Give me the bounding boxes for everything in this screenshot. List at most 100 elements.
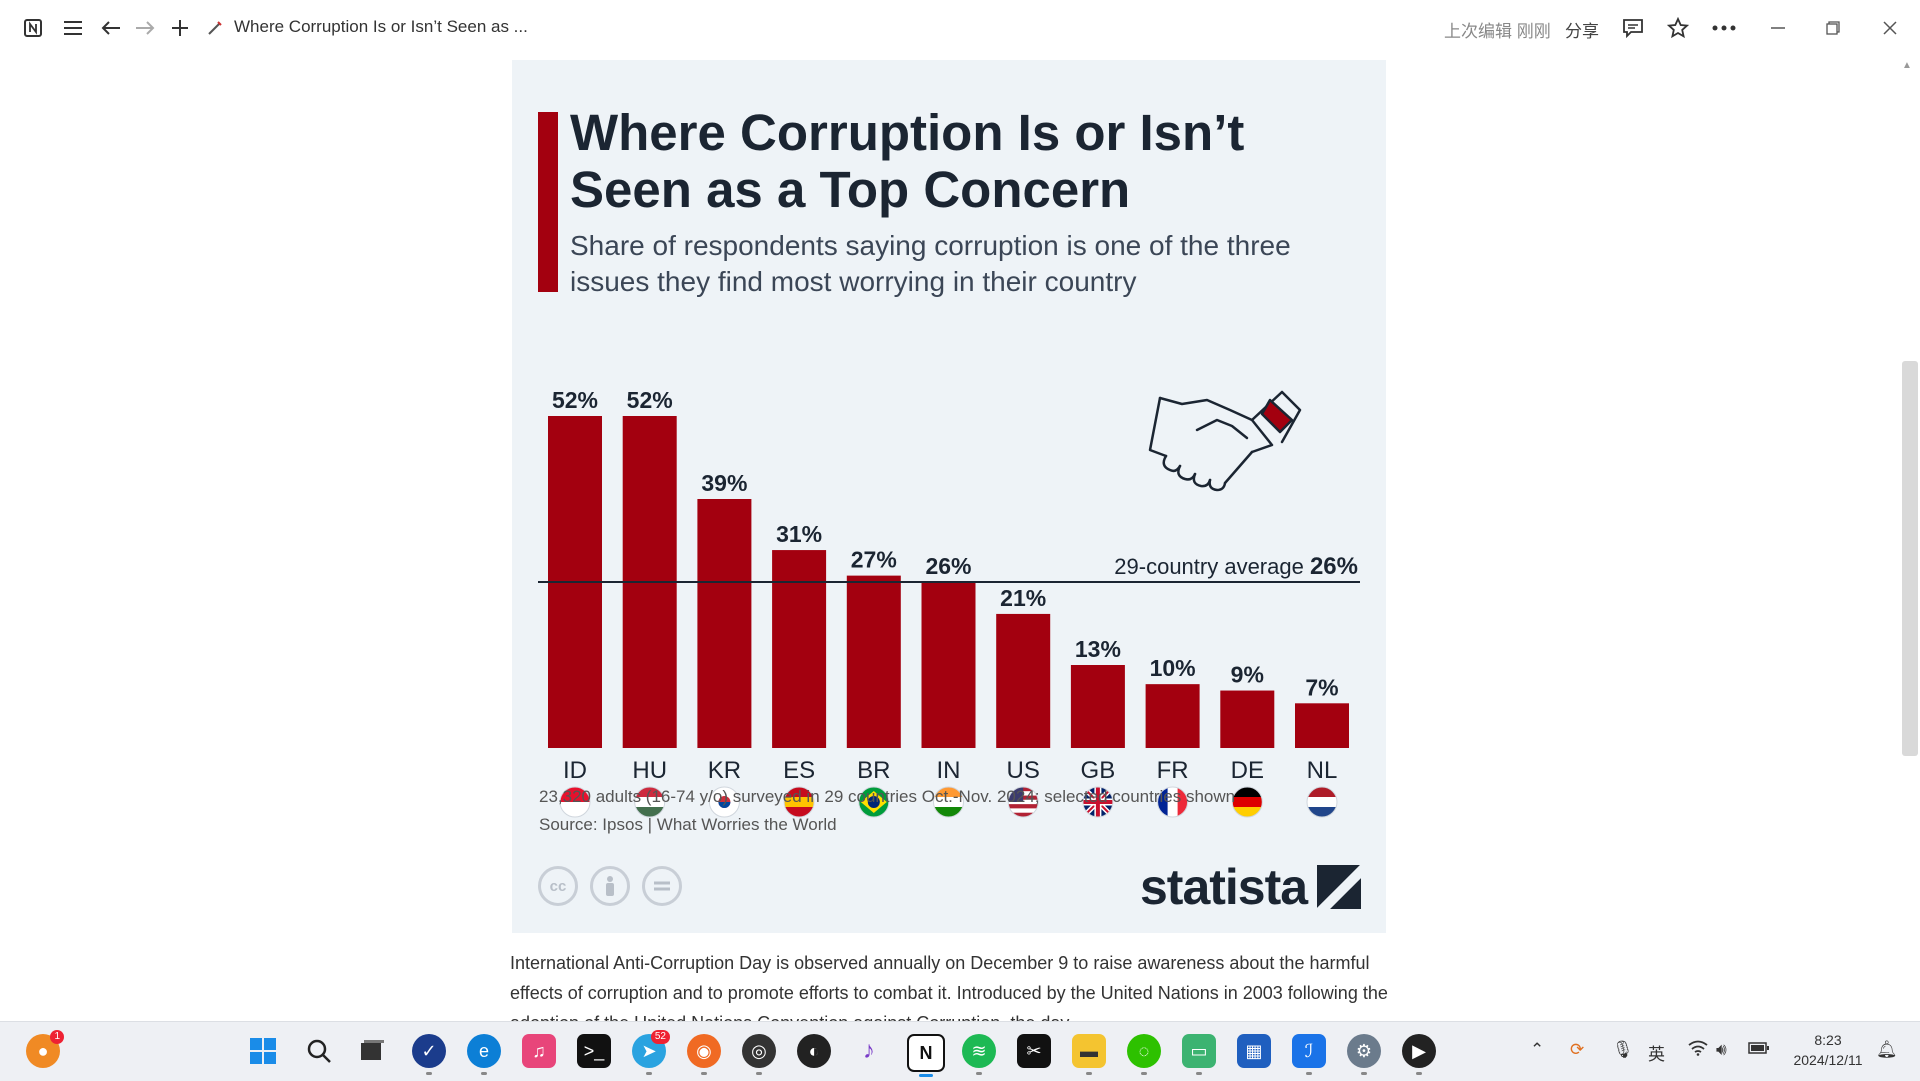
value-label-in: 26% [925,553,971,579]
statista-logo-mark-icon [1317,865,1362,909]
average-line-label: 29-country average 26% [1114,553,1358,580]
infographic-card: Where Corruption Is or Isn’t Seen as a T… [512,60,1386,933]
handshake-illustration [1148,390,1302,492]
share-button[interactable]: 分享 [1565,22,1599,41]
remote-desktop-icon[interactable]: ▭ [1182,1034,1216,1075]
chrome-icon[interactable]: ◎ [742,1034,776,1075]
flag-gb-icon [1082,786,1114,818]
notification-bell-icon[interactable]: 🔔︎ [1876,1040,1898,1059]
forward-arrow-icon[interactable] [130,10,160,46]
bar-br [846,575,901,748]
input-method-indicator[interactable]: 英 [1648,1045,1665,1064]
clock-date: 2024/12/11 [1793,1052,1863,1068]
infographic-title: Where Corruption Is or Isn’t Seen as a T… [570,104,1245,218]
category-label-fr: FR [1157,757,1189,784]
flag-id-icon [559,786,591,818]
store-icon[interactable]: ▦ [1237,1034,1271,1068]
search-icon[interactable] [302,1034,336,1068]
vpn-app-icon[interactable]: ✓ [412,1034,446,1075]
value-label-nl: 7% [1305,674,1338,700]
github-icon[interactable]: ◐ [797,1034,831,1068]
wifi-icon[interactable] [1688,1040,1708,1061]
task-view-icon[interactable] [355,1034,389,1068]
statista-logo: statista [1140,858,1362,916]
page-edit-icon [200,10,230,46]
battery-icon[interactable] [1748,1040,1770,1060]
notification-count-badge: 1 [50,1030,64,1044]
flag-es-icon [783,786,815,818]
flag-fr-icon [1157,786,1189,818]
file-explorer-icon[interactable]: ▬ [1072,1034,1106,1075]
back-arrow-icon[interactable] [96,10,126,46]
category-label-hu: HU [632,757,667,784]
sync-icon[interactable]: ⟳ [1570,1040,1585,1059]
no-derivatives-icon [642,866,682,906]
top-bar: Where Corruption Is or Isn’t Seen as ...… [0,0,1920,56]
wechat-icon[interactable]: ◌ [1127,1034,1161,1075]
terminal-icon[interactable]: >_ [577,1034,611,1068]
statista-logo-text: statista [1140,859,1308,915]
app-store-icon[interactable]: ℐ [1292,1034,1326,1075]
music-app-icon[interactable]: ♫ [522,1034,556,1068]
more-options-icon[interactable] [1709,10,1739,46]
minimize-icon[interactable] [1763,10,1793,46]
flag-in-icon [933,786,964,818]
value-label-hu: 52% [627,387,673,413]
firefox-icon[interactable]: ◉ [687,1034,721,1075]
bar-de [1220,690,1275,748]
restore-icon[interactable] [1818,10,1848,46]
system-clock[interactable]: 8:23 2024/12/11 [1786,1030,1870,1070]
average-line-value: 26% [1310,553,1358,580]
notion-taskbar-icon[interactable]: N [907,1034,945,1077]
attribution-person-icon [590,866,630,906]
value-label-id: 52% [552,387,598,413]
bar-gb [1070,665,1125,748]
media-player-icon[interactable]: ▶ [1402,1034,1436,1075]
favorite-star-icon[interactable] [1663,10,1693,46]
spotify-icon[interactable]: ≋ [962,1034,996,1075]
average-line-text: 29-country average [1114,554,1310,579]
close-icon[interactable] [1875,10,1905,46]
volume-icon[interactable]: 🔊︎ [1716,1040,1727,1059]
value-label-br: 27% [851,547,897,573]
category-label-gb: GB [1081,757,1116,784]
edge-browser-icon[interactable]: e [467,1034,501,1075]
value-label-de: 9% [1231,662,1264,688]
bar-chart: 29-country average 26% 52% ID 52% HU 39% KR 31… [538,387,1360,818]
scroll-up-arrow-icon[interactable]: ▲ [1902,60,1912,71]
bar-in [921,582,976,748]
title-accent-bar [538,112,558,292]
flag-de-icon [1231,786,1263,818]
microphone-icon[interactable]: 🎙︎ [1612,1040,1634,1059]
telegram-icon[interactable]: ➤ 52 [632,1030,670,1075]
notion-app-icon[interactable] [18,10,48,46]
value-label-gb: 13% [1075,636,1121,662]
category-label-kr: KR [708,757,741,784]
windows-taskbar: ● 1 ✓ e ♫ >_ ➤ 52 ◉ ◎ ◐ ♪ N ≋ ✂ ▬ ◌ ▭ ▦ ℐ… [0,1021,1920,1081]
category-label-es: ES [783,757,815,784]
flag-hu-icon [634,786,666,818]
bar-es [772,550,827,748]
tray-chevron-up-icon[interactable]: ⌃ [1530,1040,1545,1059]
settings-gear-icon[interactable]: ⚙ [1347,1034,1381,1075]
bar-fr [1145,684,1200,748]
comment-icon[interactable] [1618,10,1648,46]
capcut-icon[interactable]: ✂ [1017,1034,1051,1068]
windows-start-icon[interactable] [246,1034,280,1068]
page-title: Where Corruption Is or Isn’t Seen as ... [234,17,528,36]
last-edited-label: 上次编辑 刚刚 [1444,22,1551,41]
notification-app-icon[interactable]: ● 1 [26,1030,64,1068]
menu-icon[interactable] [58,10,88,46]
new-page-plus-icon[interactable] [165,10,195,46]
music-note-icon[interactable]: ♪ [863,1037,875,1064]
scrollbar-thumb[interactable] [1902,361,1918,756]
vertical-scrollbar[interactable]: ▲ [1898,56,1920,1021]
value-label-kr: 39% [701,470,747,496]
chart-footnote: 23,320 adults (16-74 y/o) surveyed in 29… [539,787,1236,806]
category-label-br: BR [857,757,890,784]
category-label-us: US [1007,757,1040,784]
average-reference-group: 29-country average 26% [1114,390,1358,580]
clock-time: 8:23 [1814,1032,1842,1048]
category-label-in: IN [937,757,961,784]
bar-nl [1295,703,1349,748]
